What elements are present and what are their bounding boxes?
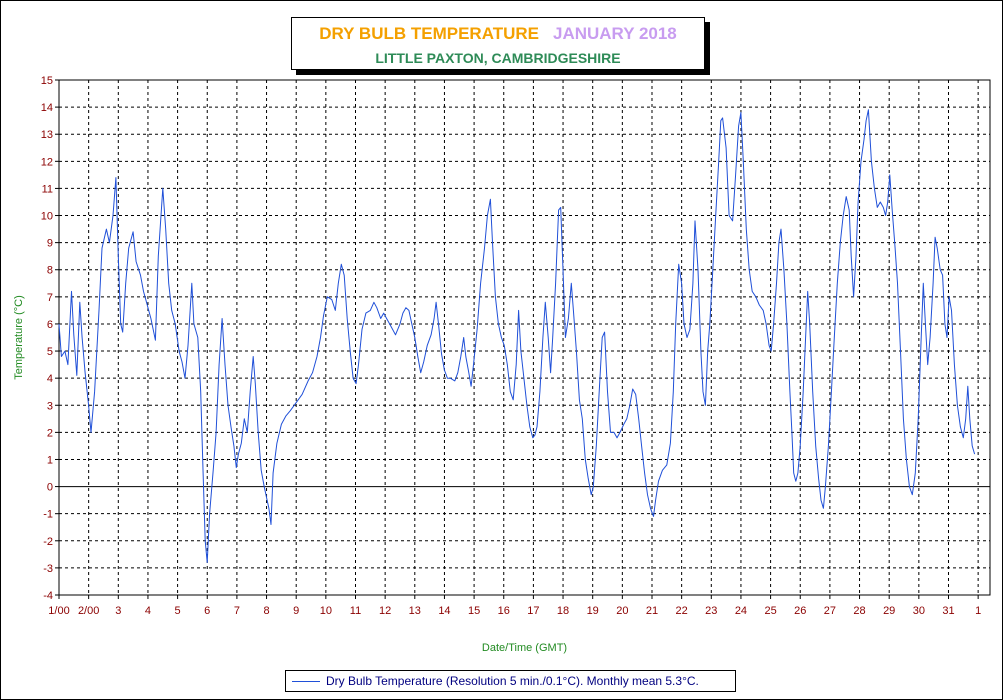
y-tick-label: 15 (41, 75, 53, 87)
series-line-dry-bulb-temperature (58, 109, 976, 563)
plot-area (58, 79, 991, 596)
x-tick-label: 17 (527, 605, 539, 617)
legend-label: Dry Bulb Temperature (Resolution 5 min./… (326, 674, 699, 688)
legend-swatch (292, 681, 320, 682)
y-tick-label: 6 (47, 319, 53, 331)
title-line: DRY BULB TEMPERATURE JANUARY 2018 (292, 24, 704, 44)
x-tick-label: 4 (145, 605, 151, 617)
y-tick-label: -4 (43, 590, 53, 602)
x-tick-label: 13 (409, 605, 421, 617)
x-tick-label: 6 (204, 605, 210, 617)
x-tick-label: 11 (350, 605, 361, 617)
x-tick-label: 8 (263, 605, 269, 617)
legend: Dry Bulb Temperature (Resolution 5 min./… (285, 670, 736, 692)
x-tick-label: 24 (735, 605, 747, 617)
x-tick-label: 20 (616, 605, 628, 617)
y-tick-label: 8 (47, 265, 53, 277)
y-tick-label: -3 (43, 563, 53, 575)
y-tick-label: 9 (47, 238, 53, 250)
y-tick-label: 0 (47, 482, 53, 494)
y-tick-label: -1 (43, 509, 53, 521)
x-tick-label: 18 (557, 605, 569, 617)
x-tick-label: 14 (438, 605, 450, 617)
x-tick-label: 23 (705, 605, 717, 617)
y-tick-label: 10 (41, 211, 53, 223)
x-tick-label: 10 (320, 605, 332, 617)
x-tick-label: 21 (646, 605, 658, 617)
x-tick-label: 15 (468, 605, 480, 617)
y-tick-label: 12 (41, 156, 53, 168)
x-tick-label: 5 (175, 605, 181, 617)
x-axis-label: Date/Time (GMT) (482, 642, 567, 654)
x-tick-label: 27 (824, 605, 836, 617)
x-tick-label: 1 (975, 605, 981, 617)
chart-title: DRY BULB TEMPERATURE (319, 24, 539, 43)
y-tick-label: 7 (47, 292, 53, 304)
y-tick-label: 13 (41, 129, 53, 141)
y-tick-label: 2 (47, 427, 53, 439)
x-tick-label: 16 (498, 605, 510, 617)
x-tick-label: 19 (587, 605, 599, 617)
y-tick-label: 11 (42, 183, 53, 195)
x-tick-label: 30 (913, 605, 925, 617)
y-axis-label: Temperature (°C) (13, 295, 25, 379)
x-tick-label: 29 (883, 605, 895, 617)
chart-month: JANUARY 2018 (552, 24, 677, 43)
y-tick-label: 1 (47, 454, 53, 466)
y-tick-label: 5 (47, 346, 53, 358)
x-tick-label: 1/00 (48, 605, 69, 617)
x-tick-label: 25 (764, 605, 776, 617)
x-tick-label: 2/00 (78, 605, 99, 617)
x-tick-label: 3 (115, 605, 121, 617)
x-tick-label: 22 (676, 605, 688, 617)
y-tick-label: 4 (47, 373, 53, 385)
x-tick-label: 28 (853, 605, 865, 617)
title-box: DRY BULB TEMPERATURE JANUARY 2018 LITTLE … (291, 17, 705, 70)
y-tick-label: 3 (47, 400, 53, 412)
x-tick-label: 7 (234, 605, 240, 617)
x-tick-label: 31 (942, 605, 954, 617)
x-tick-label: 12 (379, 605, 391, 617)
x-tick-label: 26 (794, 605, 806, 617)
y-tick-label: -2 (43, 536, 53, 548)
x-tick-label: 9 (293, 605, 299, 617)
y-tick-label: 14 (41, 102, 53, 114)
chart-location: LITTLE PAXTON, CAMBRIDGESHIRE (375, 50, 621, 66)
